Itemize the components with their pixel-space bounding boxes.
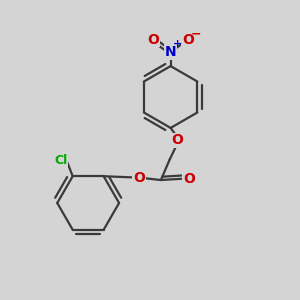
Text: +: +	[173, 39, 183, 49]
Text: O: O	[183, 172, 195, 186]
Text: O: O	[182, 33, 194, 47]
Text: −: −	[191, 28, 202, 41]
Text: O: O	[133, 171, 145, 185]
Text: O: O	[171, 133, 183, 147]
Text: N: N	[165, 45, 176, 59]
Text: O: O	[147, 33, 159, 47]
Text: Cl: Cl	[55, 154, 68, 167]
